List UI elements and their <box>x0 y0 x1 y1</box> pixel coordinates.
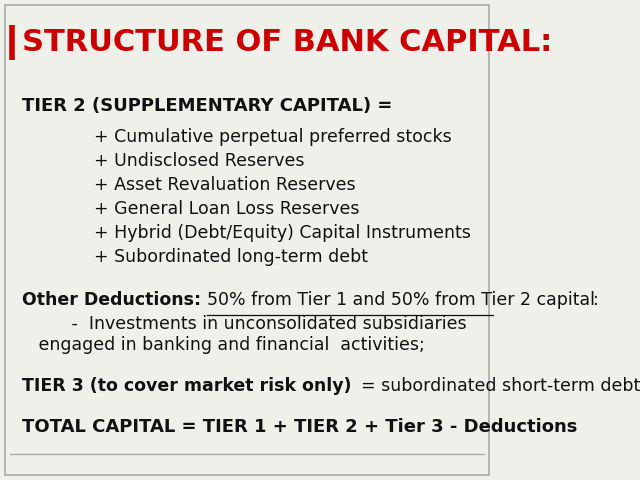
Text: TOTAL CAPITAL = TIER 1 + TIER 2 + Tier 3 - Deductions: TOTAL CAPITAL = TIER 1 + TIER 2 + Tier 3… <box>22 418 578 436</box>
Text: + Subordinated long-term debt: + Subordinated long-term debt <box>94 248 368 266</box>
Text: :: : <box>593 291 598 309</box>
Text: 50% from Tier 1 and 50% from Tier 2 capital: 50% from Tier 1 and 50% from Tier 2 capi… <box>207 291 595 309</box>
FancyBboxPatch shape <box>5 5 489 475</box>
Text: STRUCTURE OF BANK CAPITAL:: STRUCTURE OF BANK CAPITAL: <box>22 28 552 57</box>
Text: + Undisclosed Reserves: + Undisclosed Reserves <box>94 152 305 170</box>
Text: + Cumulative perpetual preferred stocks: + Cumulative perpetual preferred stocks <box>94 128 452 146</box>
Text: TIER 2 (SUPPLEMENTARY CAPITAL) =: TIER 2 (SUPPLEMENTARY CAPITAL) = <box>22 96 392 115</box>
Text: TIER 3 (to cover market risk only): TIER 3 (to cover market risk only) <box>22 377 352 396</box>
Text: + Asset Revaluation Reserves: + Asset Revaluation Reserves <box>94 176 355 194</box>
Text: engaged in banking and financial  activities;: engaged in banking and financial activit… <box>22 336 425 354</box>
Text: Other Deductions:: Other Deductions: <box>22 291 207 309</box>
Text: + Hybrid (Debt/Equity) Capital Instruments: + Hybrid (Debt/Equity) Capital Instrumen… <box>94 224 471 242</box>
Text: = subordinated short-term debt: = subordinated short-term debt <box>350 377 640 396</box>
Text: + General Loan Loss Reserves: + General Loan Loss Reserves <box>94 200 359 218</box>
Text: -  Investments in unconsolidated subsidiaries: - Investments in unconsolidated subsidia… <box>22 315 467 333</box>
